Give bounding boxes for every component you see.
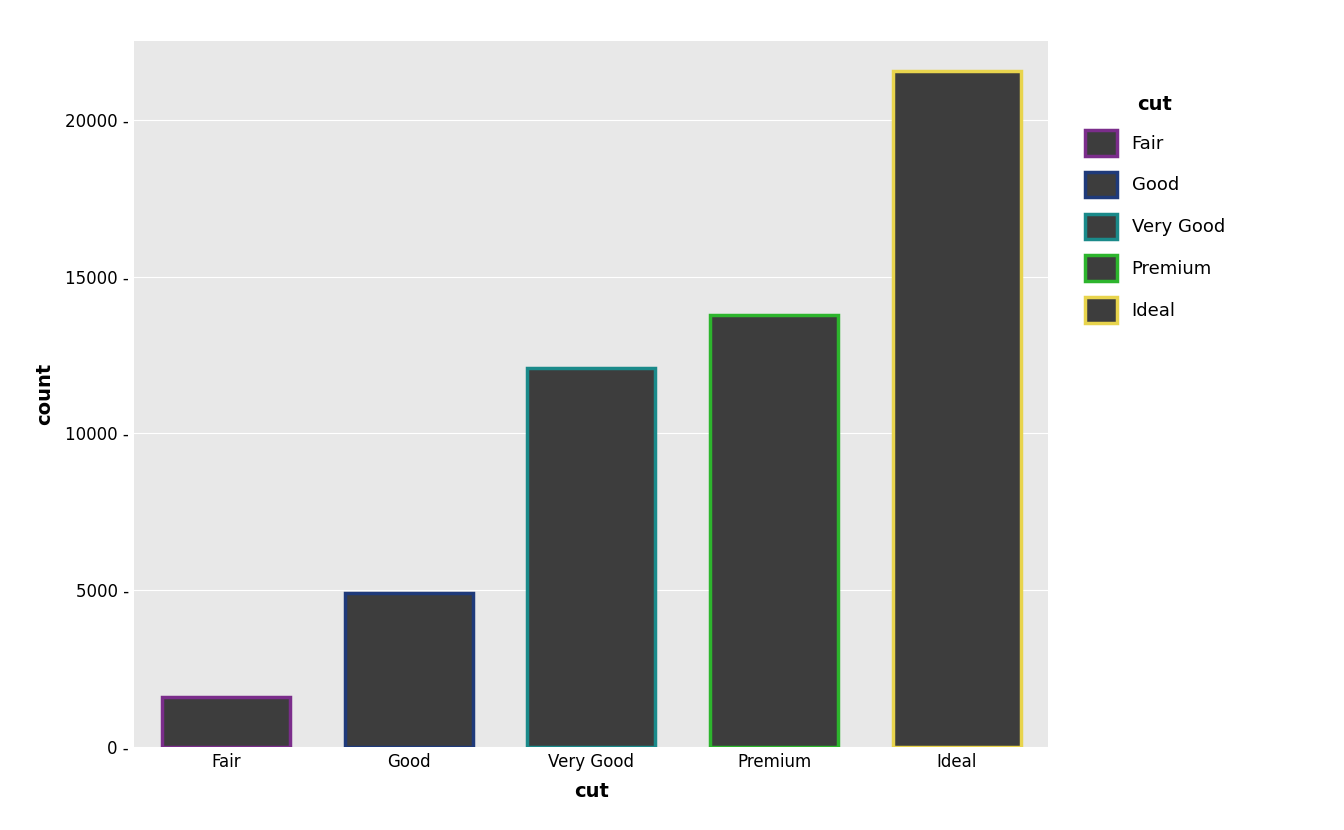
Y-axis label: count: count <box>35 364 54 425</box>
Bar <box>161 696 290 747</box>
Bar <box>527 369 656 747</box>
Bar <box>710 315 839 747</box>
Bar <box>892 71 1021 747</box>
Bar <box>344 593 473 747</box>
X-axis label: cut: cut <box>574 782 609 801</box>
Legend: Fair, Good, Very Good, Premium, Ideal: Fair, Good, Very Good, Premium, Ideal <box>1075 85 1234 332</box>
